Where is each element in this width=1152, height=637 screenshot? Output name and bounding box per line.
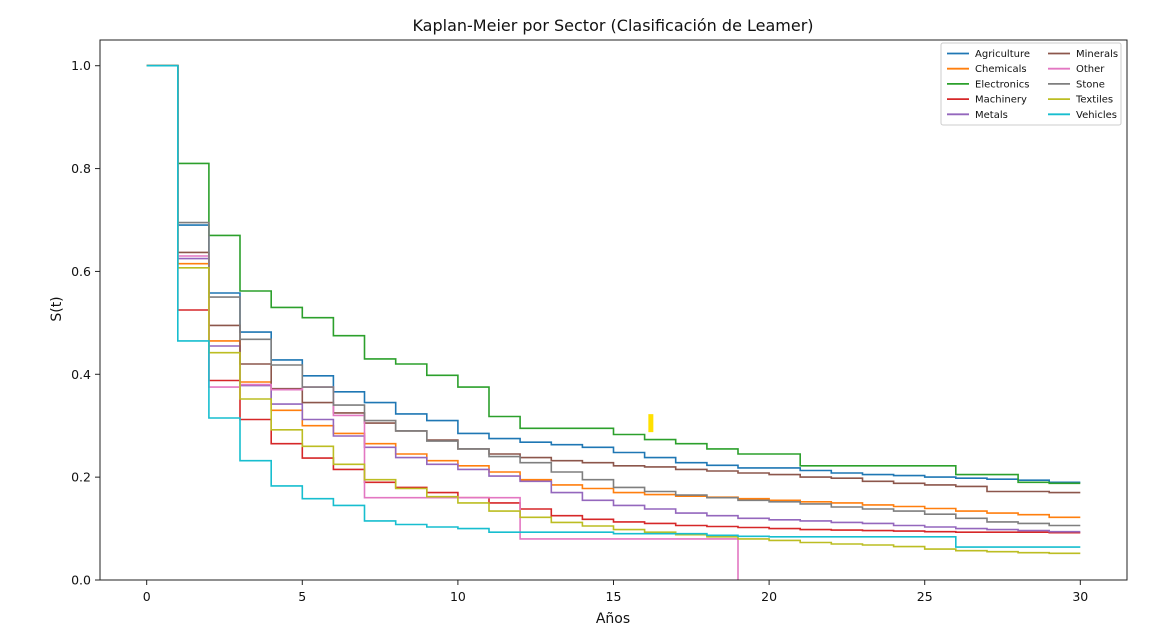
x-axis-label: Años xyxy=(596,611,630,627)
x-tick-label: 15 xyxy=(606,589,622,604)
series-line-minerals xyxy=(146,64,1081,494)
legend-box xyxy=(940,42,1122,126)
series-layer xyxy=(146,64,1081,580)
x-tick-label: 30 xyxy=(1072,589,1088,604)
series-line-other xyxy=(146,64,739,580)
series-line-electronics xyxy=(146,64,1081,485)
y-axis-label: S(t) xyxy=(49,296,65,321)
series-line-chemicals xyxy=(146,64,1081,519)
legend: Agriculture Chemicals Electronics Machinery… xyxy=(940,42,1122,126)
y-axis: 0.0 0.2 0.4 0.6 0.8 1.0 xyxy=(71,58,100,588)
series-line-machinery xyxy=(146,64,1081,534)
legend-label: Machinery xyxy=(975,95,1027,106)
y-tick-label: 0.2 xyxy=(71,470,91,485)
legend-label: Textiles xyxy=(1075,95,1113,106)
series-line-textiles xyxy=(146,64,1081,555)
x-tick-label: 10 xyxy=(450,589,466,604)
y-tick-label: 0.0 xyxy=(71,573,91,588)
legend-label: Other xyxy=(1076,64,1105,75)
series-line-stone xyxy=(146,64,1081,527)
legend-label: Vehicles xyxy=(1076,110,1117,121)
series-line-vehicles xyxy=(146,64,1081,548)
chart-title: Kaplan-Meier por Sector (Clasificación d… xyxy=(412,16,813,35)
highlight-marker xyxy=(648,414,654,433)
legend-label: Stone xyxy=(1076,79,1105,90)
x-axis: 0 5 10 15 20 25 30 xyxy=(143,580,1088,604)
y-tick-label: 0.8 xyxy=(71,161,91,176)
x-tick-label: 25 xyxy=(917,589,933,604)
series-line-agriculture xyxy=(146,64,1081,484)
y-tick-label: 1.0 xyxy=(71,58,91,73)
legend-label: Chemicals xyxy=(975,64,1027,75)
x-tick-label: 20 xyxy=(761,589,777,604)
annotation-layer xyxy=(648,414,654,433)
y-tick-label: 0.6 xyxy=(71,264,91,279)
y-tick-label: 0.4 xyxy=(71,367,91,382)
x-tick-label: 5 xyxy=(298,589,306,604)
legend-label: Electronics xyxy=(975,79,1030,90)
x-tick-label: 0 xyxy=(143,589,151,604)
legend-label: Minerals xyxy=(1076,49,1118,60)
legend-label: Agriculture xyxy=(975,49,1030,60)
series-line-metals xyxy=(146,64,1081,533)
legend-label: Metals xyxy=(975,110,1008,121)
